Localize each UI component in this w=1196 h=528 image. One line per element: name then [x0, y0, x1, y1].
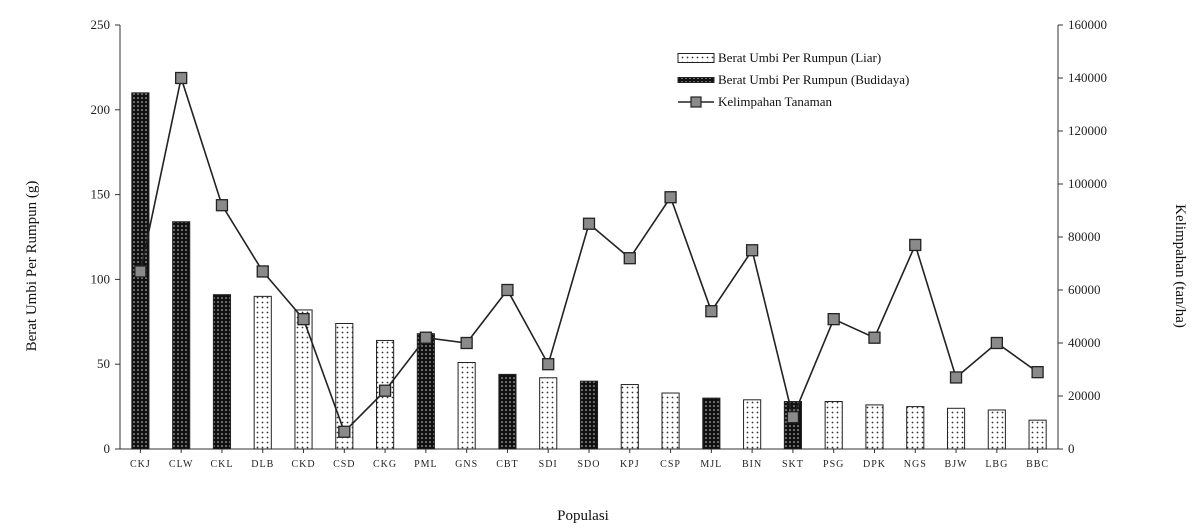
bar-liar — [865, 404, 884, 450]
bar-budidaya — [783, 401, 802, 450]
x-tick-label: CLW — [169, 459, 193, 470]
bar-budidaya — [579, 380, 599, 450]
legend-label: Berat Umbi Per Rumpun (Liar) — [718, 50, 881, 65]
kelimpahan-marker — [1031, 365, 1044, 379]
bar-budidaya — [498, 373, 517, 450]
x-tick-label: CSD — [333, 459, 355, 470]
x-tick-label: PSG — [823, 459, 844, 470]
bar-budidaya — [416, 333, 435, 450]
kelimpahan-marker — [745, 244, 759, 257]
x-tick-label: SDI — [539, 459, 558, 470]
kelimpahan-marker — [623, 252, 636, 265]
kelimpahan-marker — [134, 265, 147, 278]
x-tick-label: CKD — [291, 459, 315, 470]
y2-tick-label: 140000 — [1068, 70, 1107, 85]
y2-axis-title: Kelimpahan (tan/ha) — [1172, 204, 1188, 328]
x-tick-label: MJL — [700, 459, 722, 470]
x-tick-label: SDO — [577, 459, 600, 470]
x-tick-label: CKJ — [130, 459, 151, 470]
y-tick-label: 250 — [91, 17, 111, 32]
y2-tick-label: 20000 — [1068, 388, 1101, 403]
legend-label: Berat Umbi Per Rumpun (Budidaya) — [718, 72, 909, 87]
y-tick-label: 100 — [91, 271, 111, 286]
kelimpahan-line — [139, 74, 1039, 434]
kelimpahan-marker — [419, 331, 433, 344]
kelimpahan-marker — [949, 371, 963, 384]
y2-tick-label: 80000 — [1068, 229, 1101, 244]
right-axis: 0 20000 40000 60000 80000 100000 120000 140000 1… — [1058, 17, 1107, 456]
bar-budidaya — [702, 397, 721, 450]
bar-liar — [743, 399, 762, 450]
y2-tick-label: 60000 — [1068, 282, 1101, 297]
x-tick-label: KPJ — [620, 459, 640, 470]
kelimpahan-marker — [460, 336, 473, 350]
bar-liar — [987, 409, 1006, 450]
x-tick-label: BIN — [742, 459, 762, 470]
kelimpahan-marker — [868, 331, 881, 344]
y-tick-label: 50 — [97, 356, 110, 371]
x-tick-label: BBC — [1026, 459, 1049, 470]
bar-budidaya — [172, 221, 191, 450]
bar-liar — [620, 384, 639, 450]
legend-swatch-liar — [677, 53, 715, 63]
x-tick-label: CSP — [660, 459, 681, 470]
kelimpahan-marker — [501, 283, 514, 297]
kelimpahan-marker — [827, 312, 840, 326]
y2-tick-label: 0 — [1068, 441, 1075, 456]
kelimpahan-marker — [990, 336, 1003, 350]
bar-liar — [661, 392, 680, 450]
x-tick-label: DLB — [251, 459, 274, 470]
bar-liar — [457, 362, 476, 450]
legend-label: Kelimpahan Tanaman — [718, 94, 833, 109]
bar-liar — [906, 406, 925, 450]
x-tick-label: DPK — [863, 459, 886, 470]
bar-liar — [946, 407, 966, 450]
bar-liar — [1028, 419, 1047, 450]
kelimpahan-marker — [542, 358, 555, 371]
kelimpahan-marker — [338, 425, 351, 438]
kelimpahan-marker — [786, 411, 800, 424]
bar-liar — [253, 295, 272, 450]
kelimpahan-marker — [909, 238, 922, 252]
x-tick-label: SKT — [782, 459, 804, 470]
x-tick-label: CBT — [496, 459, 518, 470]
bar-liar — [539, 377, 558, 450]
x-tick-label: CKL — [210, 459, 233, 470]
bar-liar — [824, 401, 843, 450]
x-tick-label: NGS — [904, 459, 927, 470]
kelimpahan-marker — [705, 305, 718, 318]
y2-tick-label: 160000 — [1068, 17, 1107, 32]
y-tick-label: 200 — [91, 102, 111, 117]
x-axis: CKJ CLW CKL DLB CKD CSD CKG PML GNS CBT SDI SDO KPJ C… — [130, 449, 1049, 470]
line-series — [134, 71, 1044, 438]
bars — [131, 92, 1047, 450]
y-axis-title: Berat Umbi Per Rumpun (g) — [24, 181, 40, 352]
y2-tick-label: 40000 — [1068, 335, 1101, 350]
x-tick-label: BJW — [945, 459, 968, 470]
left-axis: 0 50 100 150 200 250 — [91, 17, 120, 456]
kelimpahan-marker — [378, 384, 392, 397]
legend-swatch-marker — [690, 96, 702, 108]
x-tick-label: LBG — [985, 459, 1008, 470]
kelimpahan-marker — [297, 312, 310, 326]
kelimpahan-marker — [664, 191, 677, 204]
kelimpahan-marker — [215, 199, 229, 212]
y2-tick-label: 120000 — [1068, 123, 1107, 138]
kelimpahan-marker — [256, 265, 269, 278]
x-axis-title: Populasi — [557, 508, 609, 524]
x-tick-label: CKG — [373, 459, 397, 470]
kelimpahan-marker — [175, 71, 188, 85]
kelimpahan-marker — [582, 217, 596, 230]
bar-liar — [294, 309, 313, 450]
legend-swatch-budidaya — [677, 77, 715, 83]
y2-tick-label: 100000 — [1068, 176, 1107, 191]
y-tick-label: 0 — [104, 441, 111, 456]
x-tick-label: GNS — [455, 459, 478, 470]
x-tick-label: PML — [414, 459, 438, 470]
bar-budidaya — [212, 294, 232, 450]
y-tick-label: 150 — [91, 187, 111, 202]
legend: Berat Umbi Per Rumpun (Liar) Berat Umbi P… — [677, 50, 909, 109]
